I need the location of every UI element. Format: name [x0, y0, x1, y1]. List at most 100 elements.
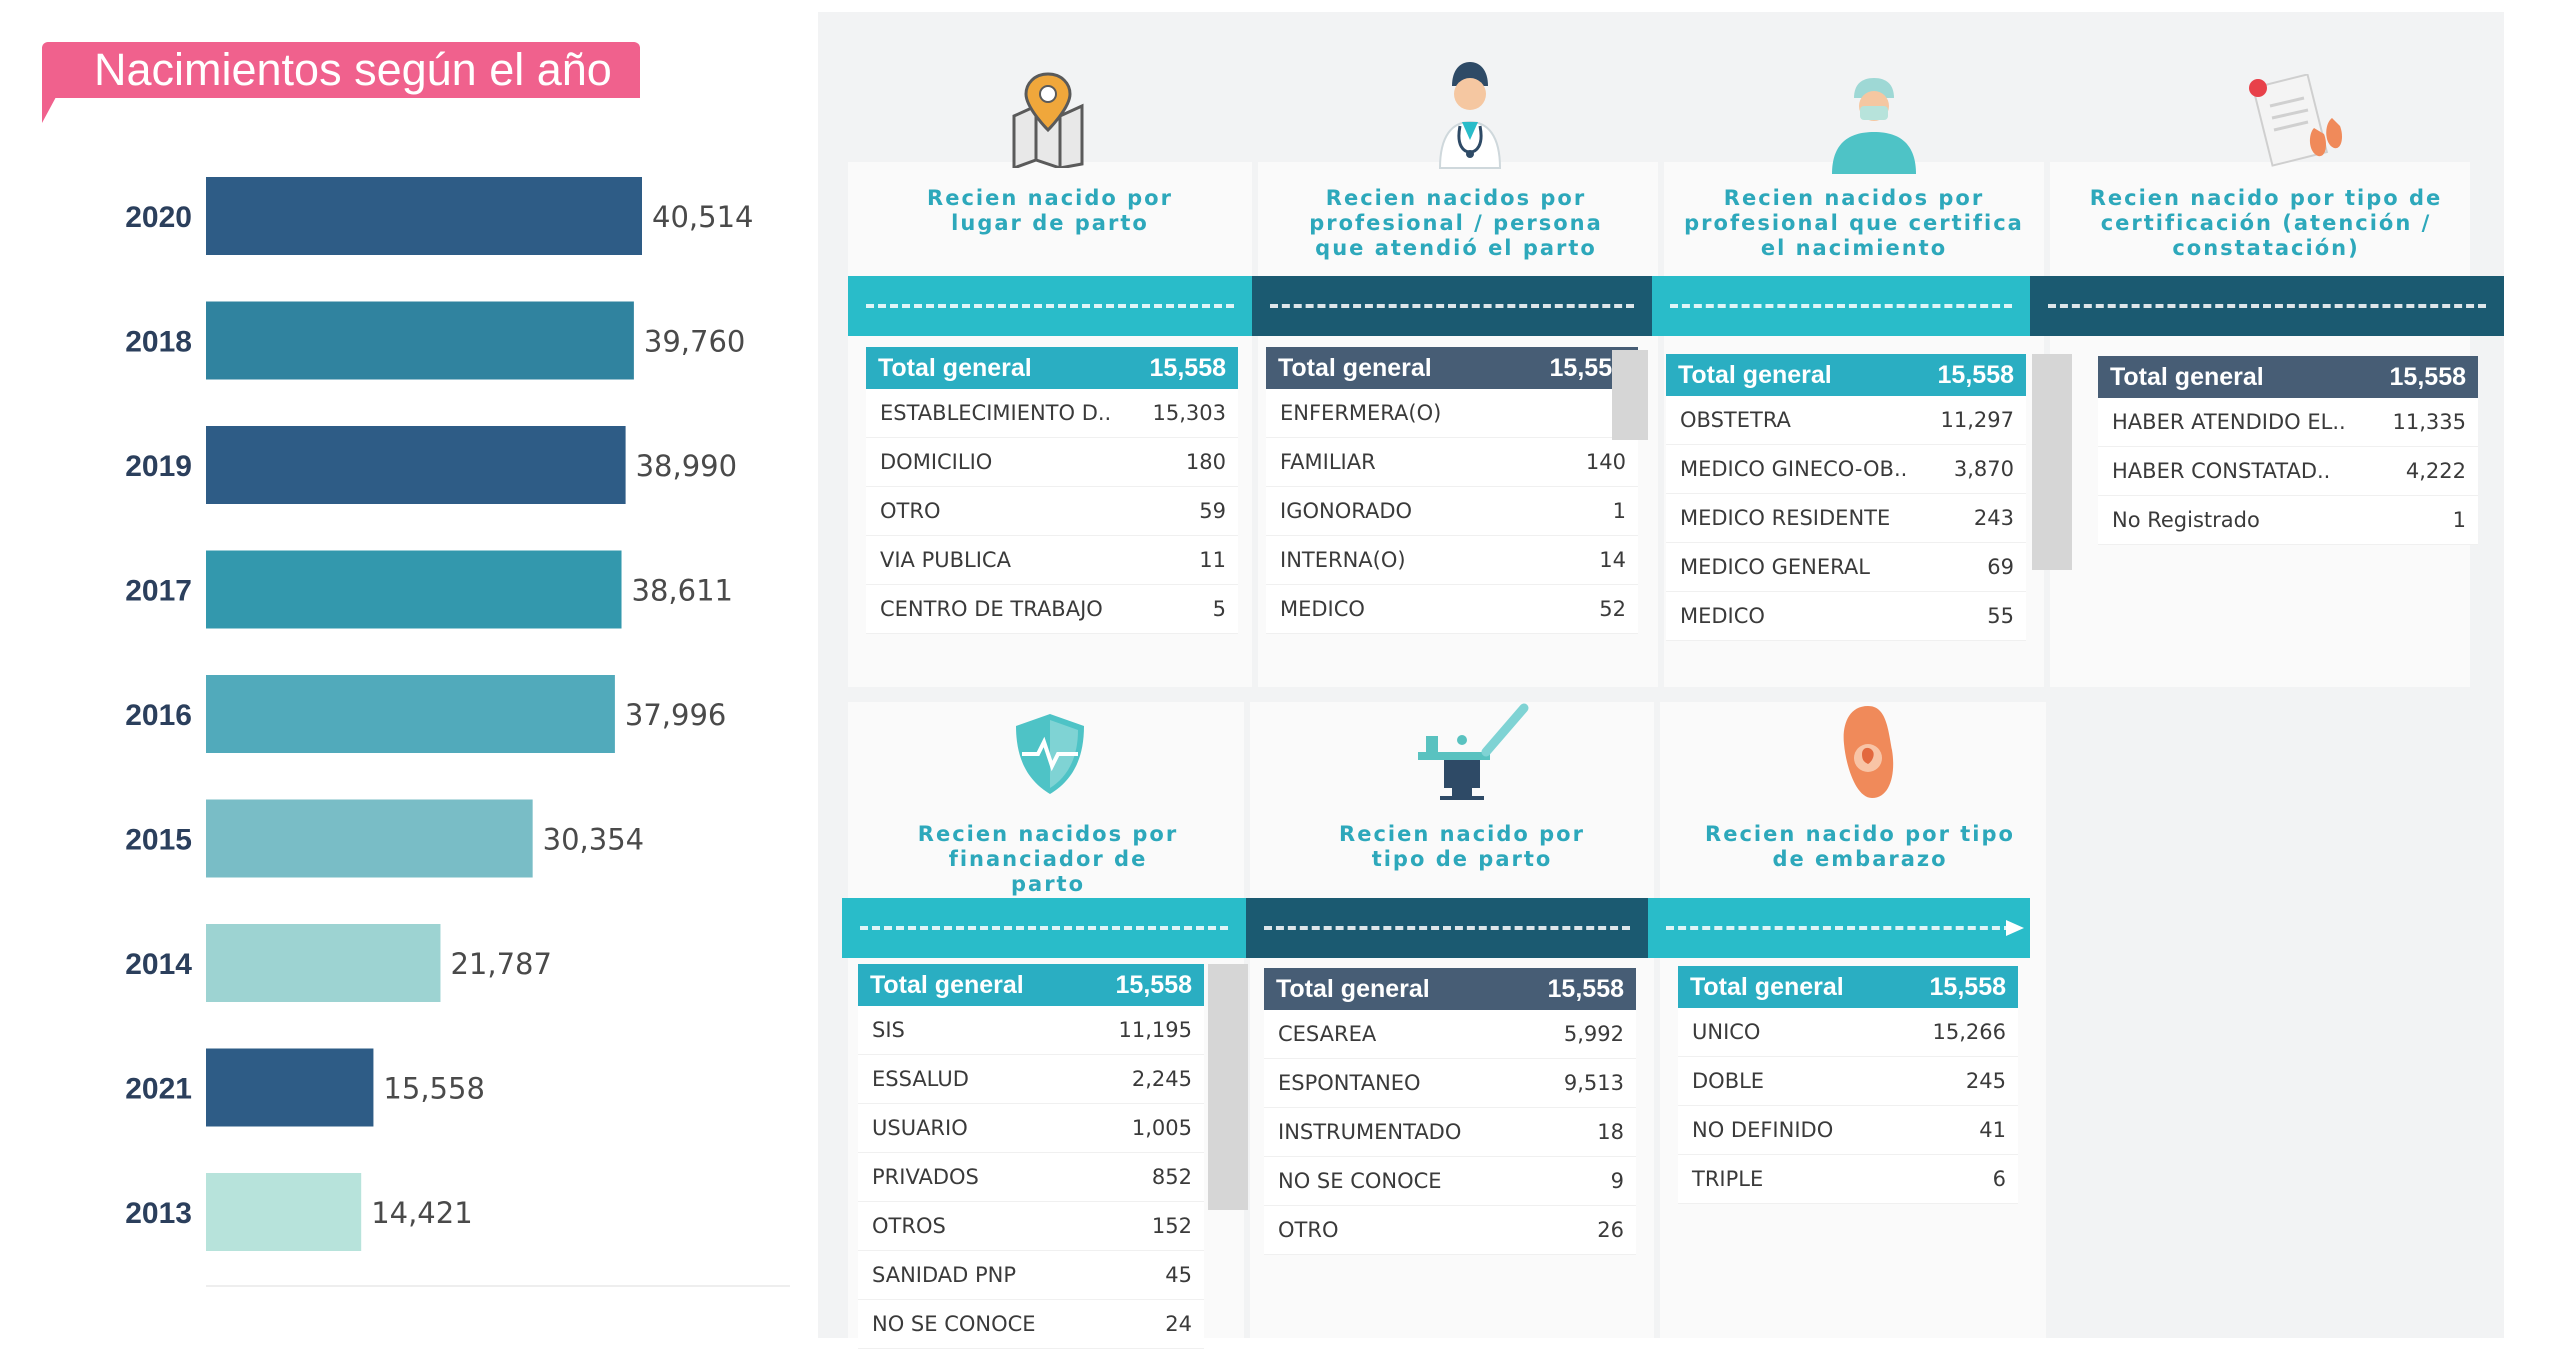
table-row[interactable]: ESPONTANEO 9,513 [1264, 1059, 1636, 1108]
table-row[interactable]: HABER ATENDIDO EL.. 11,335 [2098, 398, 2478, 447]
value-label-2020: 40,514 [652, 200, 753, 234]
scrollbar-profesional-certifica-thumb[interactable] [2032, 354, 2072, 570]
total-general-label: Total general [1678, 360, 1832, 389]
row-label: INTERNA(O) [1280, 548, 1406, 572]
arrow-right-icon [2006, 920, 2024, 936]
table-row[interactable]: CESAREA 5,992 [1264, 1010, 1636, 1059]
year-label-2021: 2021 [125, 1073, 192, 1106]
table-row[interactable]: MEDICO RESIDENTE 243 [1666, 494, 2026, 543]
row-label: MEDICO [1680, 604, 1765, 628]
row-value: 5 [1212, 597, 1226, 621]
row-label: SIS [872, 1018, 905, 1042]
bar-2015[interactable] [206, 799, 533, 878]
table-row[interactable]: TRIPLE 6 [1678, 1155, 2018, 1204]
row-value: 243 [1973, 506, 2014, 530]
row-value: 11,297 [1940, 408, 2014, 432]
row-label: CESAREA [1278, 1022, 1377, 1046]
total-general-value: 15,558 [1115, 970, 1192, 999]
table-row[interactable]: VIA PUBLICA 11 [866, 536, 1238, 585]
table-row[interactable]: OTRO 26 [1264, 1206, 1636, 1255]
table-row[interactable]: INTERNA(O) 14 [1266, 536, 1638, 585]
header-lugar-parto: Recien nacido por lugar de parto [927, 186, 1173, 235]
year-label-2016: 2016 [125, 699, 192, 732]
bar-2013[interactable] [206, 1173, 362, 1251]
table-row[interactable]: PRIVADOS 852 [858, 1153, 1204, 1202]
table-row[interactable]: SANIDAD PNP 45 [858, 1251, 1204, 1300]
row-label: VIA PUBLICA [880, 548, 1011, 572]
row-label: MEDICO RESIDENTE [1680, 506, 1891, 530]
header-profesional-atendio: Recien nacidos por profesional / persona… [1309, 186, 1603, 260]
row-label: No Registrado [2112, 508, 2260, 532]
row-value: 26 [1597, 1218, 1624, 1242]
table-row[interactable]: CENTRO DE TRABAJO 5 [866, 585, 1238, 634]
table-row[interactable]: DOBLE 245 [1678, 1057, 2018, 1106]
table-row[interactable]: NO SE CONOCE 24 [858, 1300, 1204, 1349]
table-row[interactable]: FAMILIAR 140 [1266, 438, 1638, 487]
row-label: MEDICO GINECO-OB.. [1680, 457, 1908, 481]
table-row[interactable]: OTROS 152 [858, 1202, 1204, 1251]
table-row[interactable]: NO DEFINIDO 41 [1678, 1106, 2018, 1155]
table-row[interactable]: ESSALUD 2,245 [858, 1055, 1204, 1104]
row-label: OTRO [1278, 1218, 1339, 1242]
row-value: 852 [1151, 1165, 1192, 1189]
scrollbar-profesional-atendio-thumb[interactable] [1612, 350, 1648, 440]
table-row[interactable]: No Registrado 1 [2098, 496, 2478, 545]
row-value: 15,266 [1932, 1020, 2006, 1044]
year-label-2015: 2015 [125, 824, 192, 857]
row-value: 140 [1585, 450, 1626, 474]
row-value: 45 [1165, 1263, 1192, 1287]
header-profesional-certifica: Recien nacidos por profesional que certi… [1684, 186, 2024, 260]
year-label-2020: 2020 [125, 201, 192, 234]
table-row[interactable]: MEDICO GINECO-OB.. 3,870 [1666, 445, 2026, 494]
shield-icon [1016, 714, 1084, 794]
table-row[interactable]: OTRO 59 [866, 487, 1238, 536]
banner-profesional-certifica [1652, 276, 2030, 336]
table-row[interactable]: SIS 11,195 [858, 1006, 1204, 1055]
table-header: Total general 15,558 [1678, 966, 2018, 1008]
year-label-2018: 2018 [125, 326, 192, 359]
bar-2019[interactable] [206, 426, 626, 504]
table-row[interactable]: HABER CONSTATAD.. 4,222 [2098, 447, 2478, 496]
table-row[interactable]: UNICO 15,266 [1678, 1008, 2018, 1057]
total-general-value: 15,558 [1149, 353, 1226, 382]
births-by-year-bar-chart: 2020 40,514 2018 39,760 2019 38,990 2017 38,611… [125, 177, 790, 1287]
row-value: 5,992 [1563, 1022, 1624, 1046]
row-value: 11,335 [2392, 410, 2466, 434]
bar-2017[interactable] [206, 550, 622, 629]
header-tipo-certificacion: Recien nacido por tipo de certificación … [2089, 186, 2443, 260]
row-value: 52 [1599, 597, 1626, 621]
table-row[interactable]: OBSTETRA 11,297 [1666, 396, 2026, 445]
total-general-value: 15,558 [1547, 974, 1624, 1003]
row-label: DOBLE [1692, 1069, 1765, 1093]
table-row[interactable]: DOMICILIO 180 [866, 438, 1238, 487]
total-general-label: Total general [870, 970, 1024, 999]
table-row[interactable]: MEDICO 55 [1666, 592, 2026, 641]
bar-2021[interactable] [206, 1048, 374, 1127]
bar-2020[interactable] [206, 177, 642, 255]
scrollbar-financiador-thumb[interactable] [1208, 964, 1248, 1210]
total-general-value: 15,558 [1937, 360, 2014, 389]
table-row[interactable]: NO SE CONOCE 9 [1264, 1157, 1636, 1206]
value-label-2017: 38,611 [632, 574, 733, 608]
banner-tipo-embarazo [1648, 898, 2030, 958]
row-label: ENFERMERA(O) [1280, 401, 1442, 425]
bar-2018[interactable] [206, 301, 634, 380]
row-label: HABER CONSTATAD.. [2112, 459, 2331, 483]
row-value: 1 [1612, 499, 1626, 523]
bar-2016[interactable] [206, 675, 615, 753]
total-general-label: Total general [878, 353, 1032, 382]
table-row[interactable]: ESTABLECIMIENTO D.. 15,303 [866, 389, 1238, 438]
table-row[interactable]: IGONORADO 1 [1266, 487, 1638, 536]
table-row[interactable]: USUARIO 1,005 [858, 1104, 1204, 1153]
bar-2014[interactable] [206, 924, 441, 1002]
row-value: 9 [1610, 1169, 1624, 1193]
table-row[interactable]: MEDICO GENERAL 69 [1666, 543, 2026, 592]
table-row[interactable]: MEDICO 52 [1266, 585, 1638, 634]
table-row[interactable]: ENFERMERA(O)7 [1266, 389, 1638, 438]
row-label: INSTRUMENTADO [1278, 1120, 1462, 1144]
table-row[interactable]: INSTRUMENTADO 18 [1264, 1108, 1636, 1157]
row-value: 11 [1199, 548, 1226, 572]
table-header: Total general 15,558 [1266, 347, 1638, 389]
banner-tipo-parto [1246, 898, 1648, 958]
total-general-label: Total general [1276, 974, 1430, 1003]
